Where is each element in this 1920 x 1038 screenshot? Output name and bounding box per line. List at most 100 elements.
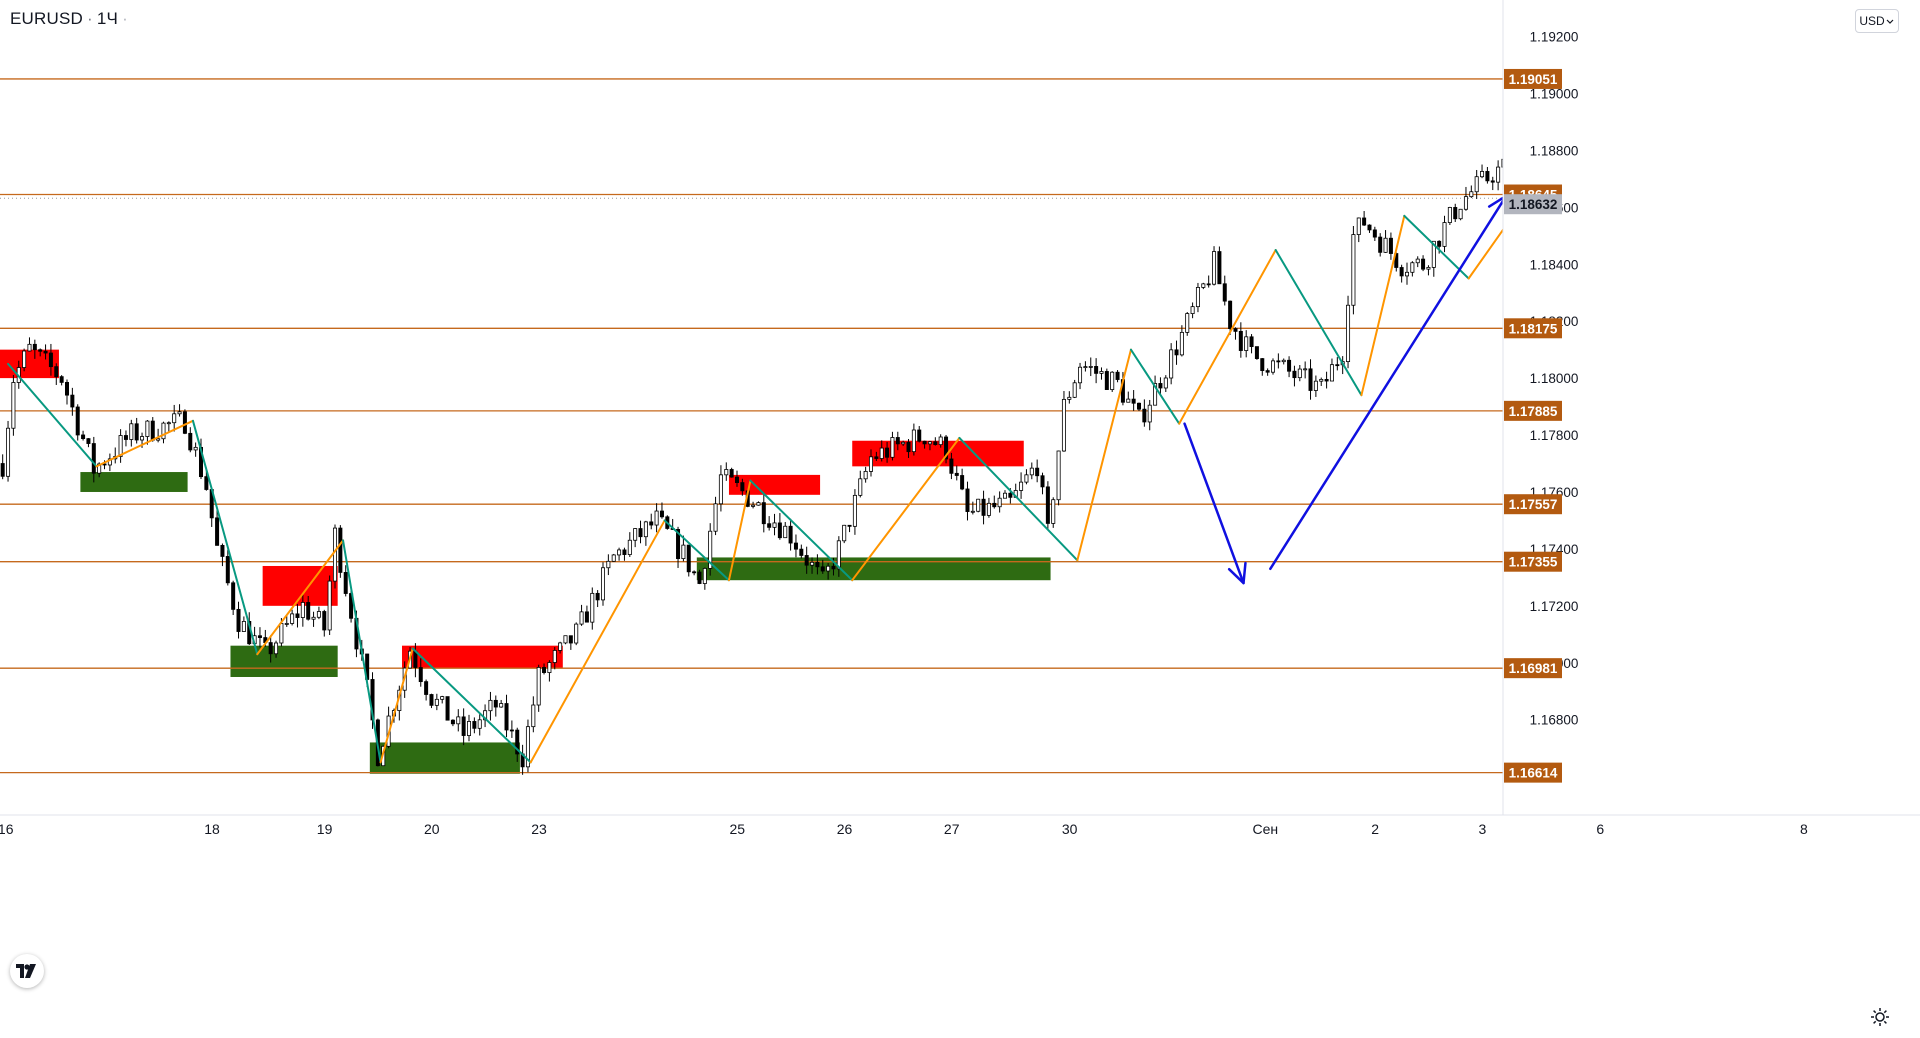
candle: [842, 524, 847, 544]
candle: [156, 428, 161, 443]
candle: [601, 562, 606, 606]
demand-zone: [369, 742, 520, 774]
candle: [284, 616, 289, 627]
candle-body: [59, 376, 64, 383]
zigzag-lines: [7, 72, 1620, 764]
candle-body: [91, 443, 96, 474]
candle: [1313, 375, 1318, 397]
candle: [858, 470, 863, 498]
time-tick-label: 23: [531, 821, 547, 837]
candle-body: [767, 523, 772, 528]
candle-body: [1190, 306, 1195, 314]
candle-body: [1244, 336, 1249, 351]
candle-body: [1346, 304, 1351, 362]
candle: [1056, 450, 1061, 506]
candle-body: [1126, 398, 1131, 403]
candle-body: [547, 662, 552, 673]
candle: [1040, 472, 1045, 495]
currency-dropdown[interactable]: USD: [1855, 9, 1899, 33]
time-tick-label: 2: [1371, 821, 1379, 837]
candle: [193, 442, 198, 457]
candle: [1362, 211, 1367, 226]
candle: [1126, 391, 1131, 403]
candle-body: [97, 463, 102, 474]
candle-body: [123, 435, 128, 440]
candle-body: [43, 350, 48, 354]
candle-body: [1067, 396, 1072, 400]
candle-body: [1035, 467, 1040, 477]
candle-body: [1254, 346, 1259, 359]
candle-body: [1378, 236, 1383, 253]
candle-body: [525, 726, 530, 768]
candle: [638, 520, 643, 544]
candle-body: [472, 721, 477, 729]
candle-body: [944, 436, 949, 460]
candle: [810, 557, 815, 574]
candle-body: [1153, 383, 1158, 406]
candle: [182, 409, 187, 435]
candle-body: [0, 463, 5, 477]
price-tick-label: 1.19000: [1530, 86, 1579, 101]
candle: [86, 438, 91, 448]
forecast-arrow: [1183, 422, 1247, 585]
candle: [992, 495, 997, 509]
candle: [584, 605, 589, 623]
candle: [751, 501, 756, 509]
candle: [236, 601, 241, 639]
candle-body: [933, 441, 938, 446]
candle-body: [1094, 366, 1099, 374]
candle: [1474, 169, 1479, 199]
candle-body: [236, 608, 241, 632]
candle: [509, 720, 514, 738]
candle: [1137, 402, 1142, 411]
tradingview-logo[interactable]: [10, 954, 44, 988]
settings-gear-icon[interactable]: [1868, 1005, 1892, 1029]
candle-body: [1415, 258, 1420, 264]
candle: [981, 490, 986, 525]
candle-body: [842, 524, 847, 542]
candle-body: [927, 441, 932, 445]
candle-body: [997, 497, 1002, 508]
candle: [879, 440, 884, 462]
candle: [740, 478, 745, 496]
candle: [686, 544, 691, 577]
candle-body: [552, 650, 557, 663]
candle: [568, 635, 573, 650]
candle: [434, 693, 439, 711]
forecast-line: [1269, 194, 1508, 571]
forecast-arrowhead: [1227, 561, 1247, 585]
price-tick-label: 1.17800: [1530, 428, 1579, 443]
candle: [1399, 264, 1404, 283]
candle-body: [515, 729, 520, 755]
candle: [1147, 399, 1152, 431]
candle-body: [1029, 467, 1034, 476]
candle-body: [188, 432, 193, 451]
candle-body: [756, 502, 761, 506]
candle: [1153, 375, 1158, 406]
candle-body: [735, 476, 740, 484]
candle: [997, 491, 1002, 513]
candle-body: [316, 611, 321, 618]
candle-body: [847, 524, 852, 527]
candle-body: [1485, 171, 1490, 182]
candle: [708, 523, 713, 576]
candle: [970, 501, 975, 515]
candle-body: [488, 699, 493, 712]
candle-body: [1426, 266, 1431, 270]
candle: [0, 454, 5, 480]
candle-body: [590, 592, 595, 623]
symbol-title[interactable]: EURUSD · 1Ч ·: [10, 9, 128, 29]
candle: [617, 547, 622, 561]
candle: [1292, 365, 1297, 387]
candle: [1244, 330, 1249, 358]
candle: [1496, 160, 1501, 191]
candle: [799, 544, 804, 559]
candle-body: [954, 472, 959, 476]
time-tick-label: 16: [0, 821, 14, 837]
candle-body: [182, 411, 187, 434]
candle-body: [1228, 300, 1233, 329]
candle: [563, 635, 568, 645]
candle-body: [102, 463, 107, 466]
candle: [525, 719, 530, 773]
